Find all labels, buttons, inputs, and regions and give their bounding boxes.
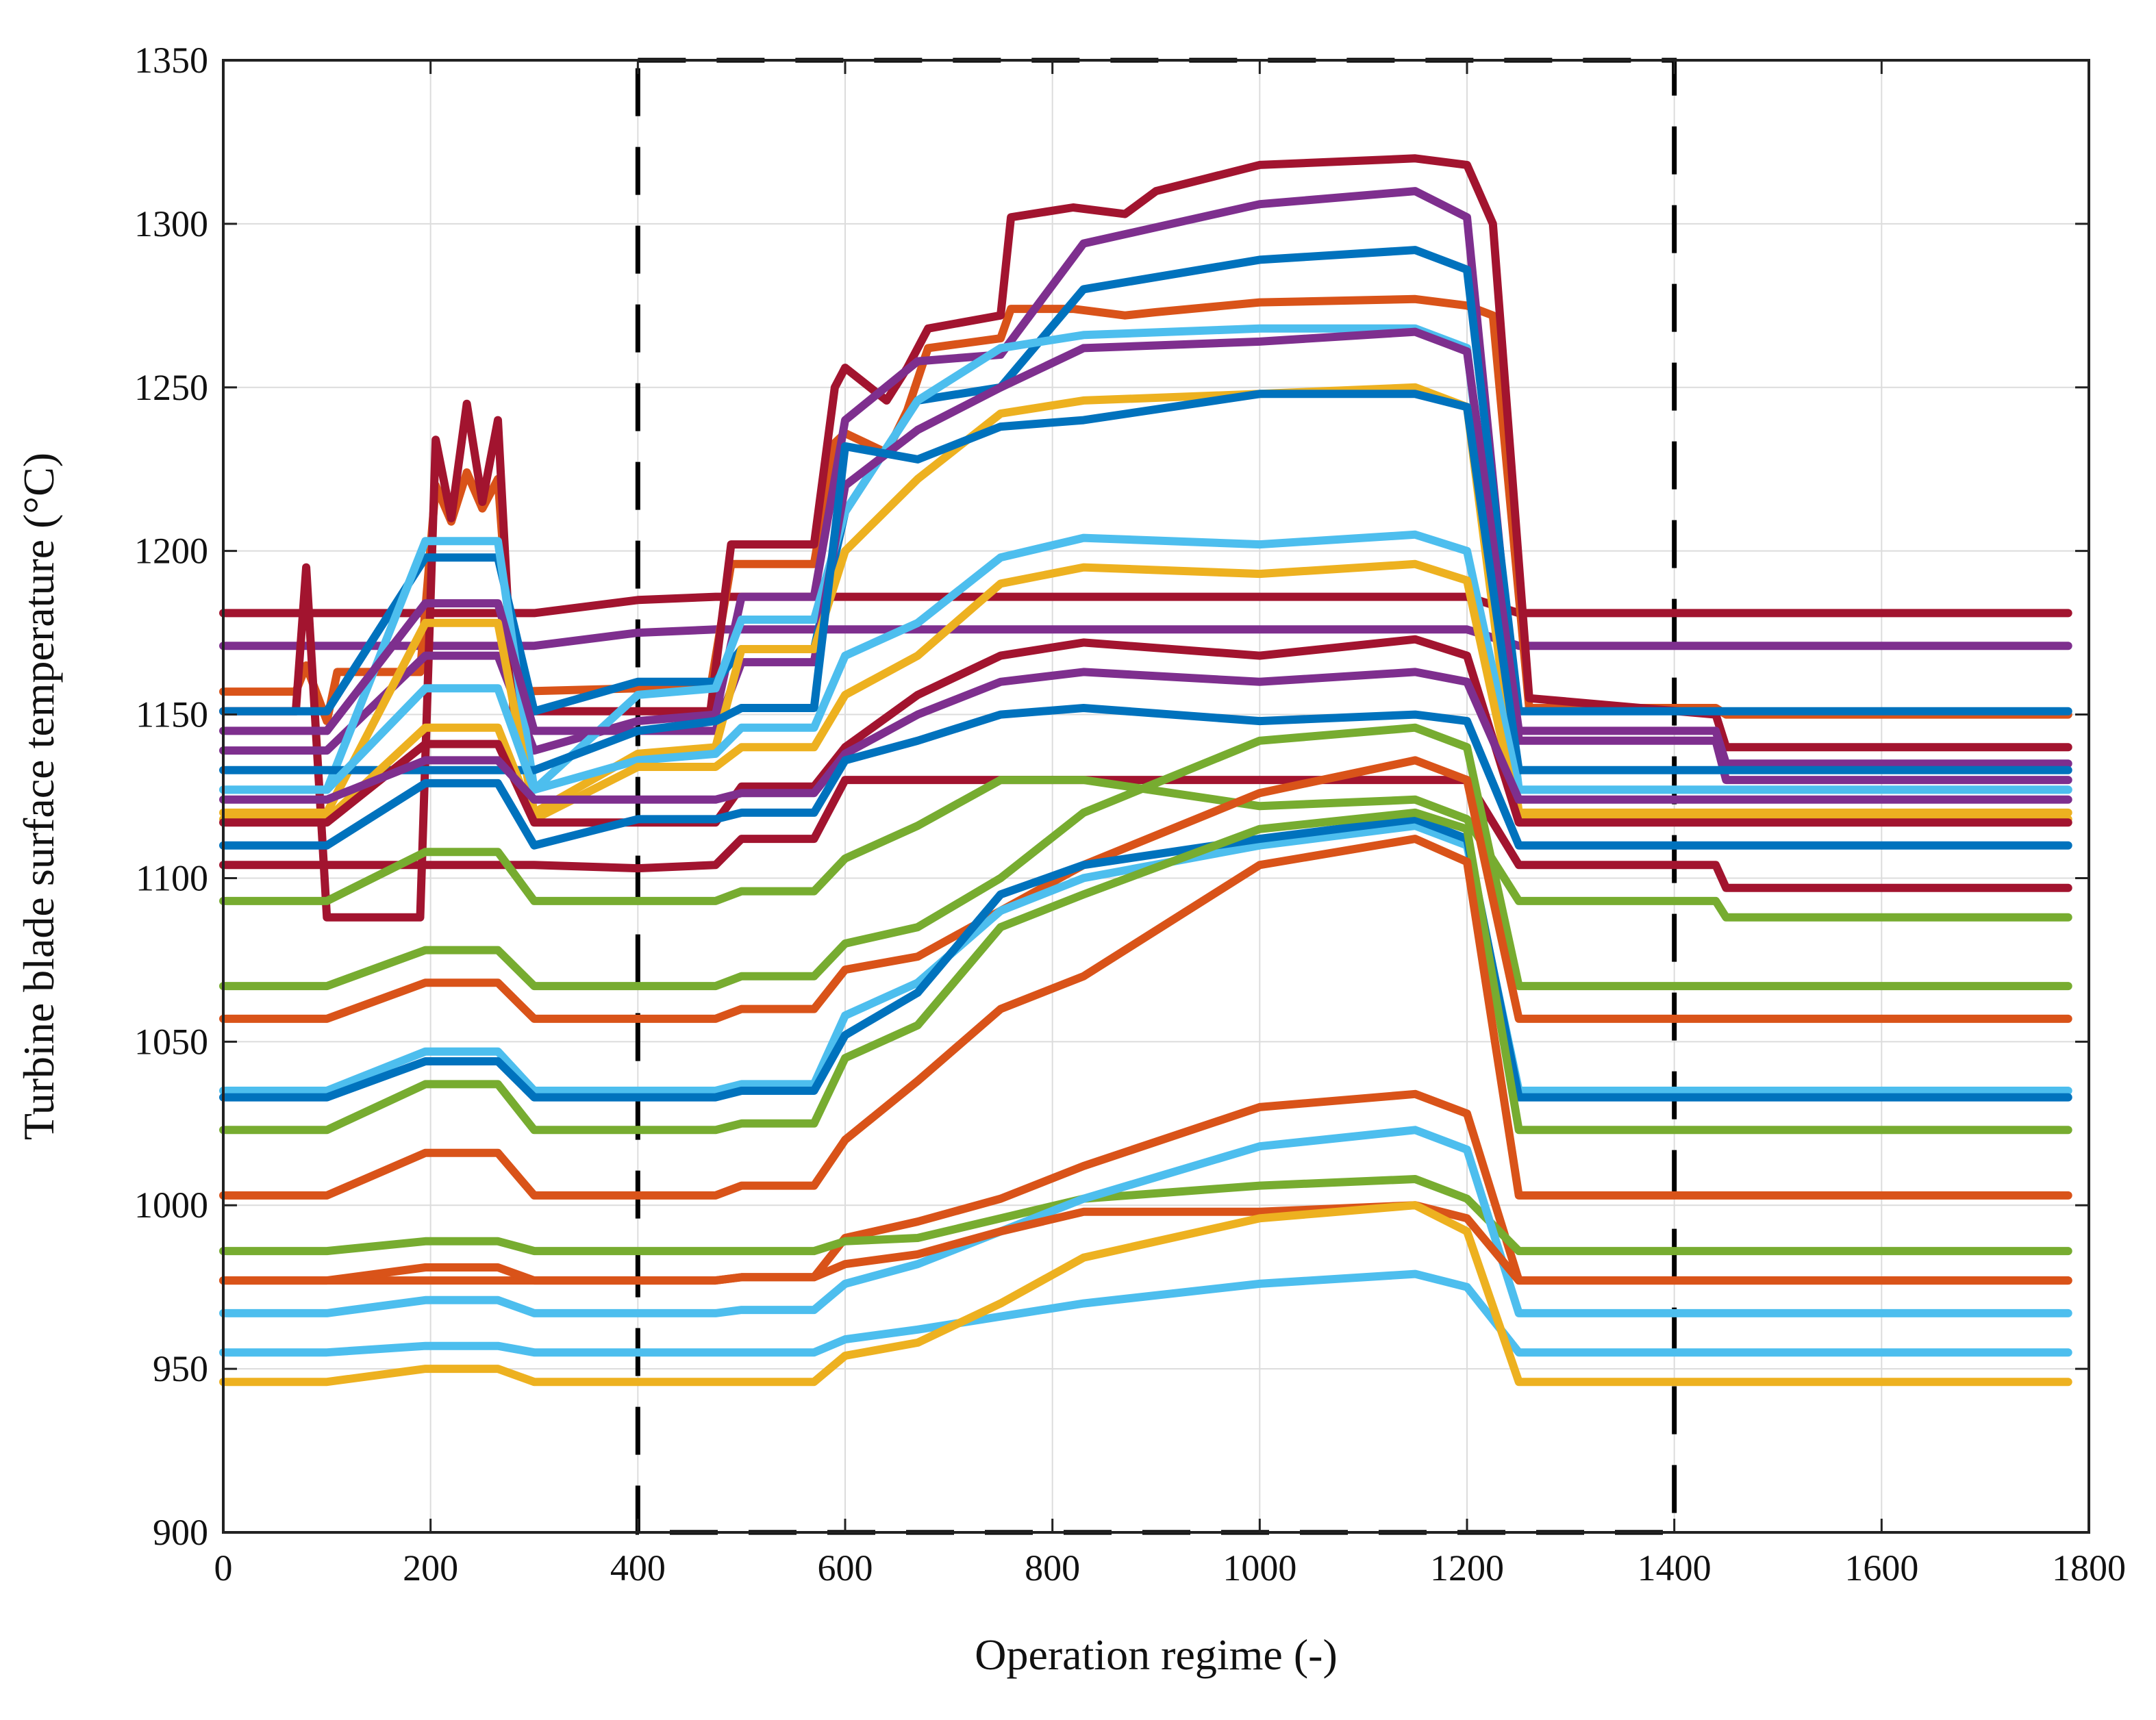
y-tick-label-1350: 1350	[134, 40, 208, 81]
y-tick-label-1250: 1250	[134, 367, 208, 408]
x-tick-label-600: 600	[818, 1547, 873, 1589]
tick-labels: 0 200 400 600 800 1000 1200 1400 1600 1800 900 950 1…	[134, 40, 2126, 1589]
y-tick-label-900: 900	[153, 1512, 208, 1553]
series-line-s18	[219, 723, 2072, 991]
series-line-s11	[219, 530, 2072, 794]
plot-frame	[222, 59, 2090, 1534]
series-line-s14	[219, 668, 2072, 804]
data-series	[219, 154, 2072, 1387]
series-line-s12	[219, 559, 2072, 824]
series-line-s15	[219, 704, 2072, 850]
x-axis-title: Operation regime (-)	[975, 1630, 1338, 1679]
series-line-s02	[219, 625, 2072, 650]
y-axis-title: Turbine blade surface temperature (°C)	[14, 453, 63, 1140]
x-tick-label-1600: 1600	[1844, 1547, 1918, 1589]
series-line-s19	[219, 756, 2072, 1023]
x-tick-label-400: 400	[610, 1547, 666, 1589]
y-tick-label-1200: 1200	[134, 531, 208, 572]
x-tick-label-200: 200	[403, 1547, 458, 1589]
axis-ticks	[222, 59, 2090, 1534]
series-line-s23	[219, 835, 2072, 1200]
y-tick-label-1100: 1100	[136, 857, 208, 898]
y-tick-label-1000: 1000	[134, 1185, 208, 1226]
x-tick-label-1400: 1400	[1638, 1547, 1712, 1589]
series-line-s22	[219, 808, 2072, 1135]
x-tick-label-1800: 1800	[2052, 1547, 2126, 1589]
y-tick-label-950: 950	[153, 1348, 208, 1389]
x-tick-label-1000: 1000	[1223, 1547, 1296, 1589]
series-line-s16	[219, 776, 2072, 892]
series-line-s17	[219, 776, 2072, 922]
x-tick-label-1200: 1200	[1430, 1547, 1504, 1589]
y-tick-label-1150: 1150	[136, 694, 208, 735]
x-tick-label-0: 0	[214, 1547, 233, 1589]
series-line-s25	[219, 1175, 2072, 1256]
x-tick-label-800: 800	[1025, 1547, 1080, 1589]
y-tick-label-1050: 1050	[134, 1021, 208, 1062]
y-tick-label-1300: 1300	[134, 203, 208, 244]
series-line-s04	[219, 154, 2072, 922]
series-line-s10	[219, 390, 2072, 774]
series-line-s27	[219, 1201, 2072, 1285]
series-line-s29	[219, 1201, 2072, 1387]
series-line-s08	[219, 327, 2072, 768]
